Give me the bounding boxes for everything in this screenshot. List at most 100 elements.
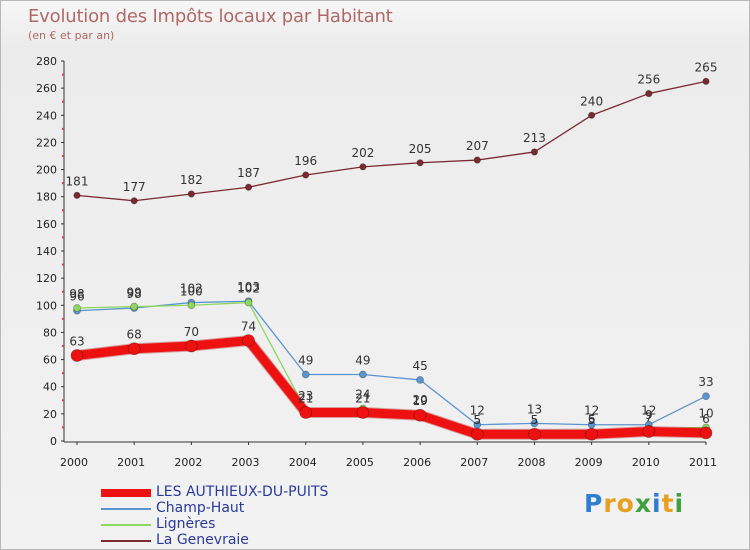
- data-label: 181: [66, 174, 89, 188]
- x-tick-label: 2000: [60, 456, 88, 469]
- x-tick-label: 2002: [174, 456, 202, 469]
- y-tick-label: 60: [43, 354, 57, 367]
- y-minor-tick: [62, 73, 64, 76]
- legend-swatch: [101, 508, 151, 510]
- logo-letter: r: [603, 489, 617, 518]
- data-label: 98: [69, 287, 84, 301]
- y-tick-label: 200: [36, 164, 57, 177]
- data-label: 6: [702, 412, 710, 426]
- data-label: 202: [351, 146, 374, 160]
- legend-label: Champ-Haut: [156, 500, 245, 516]
- data-label: 12: [470, 404, 485, 418]
- legend-swatch: [101, 540, 151, 542]
- data-label: 19: [412, 394, 427, 408]
- proxiti-logo: Proxiti: [584, 489, 684, 518]
- data-label: 49: [298, 354, 313, 368]
- data-point: [699, 426, 713, 440]
- y-tick-label: 260: [36, 82, 57, 95]
- logo-letter: P: [584, 489, 604, 518]
- y-minor-tick: [62, 100, 64, 103]
- data-label: 5: [588, 413, 596, 427]
- data-label: 74: [241, 320, 256, 334]
- data-label: 196: [294, 154, 317, 168]
- legend-swatch: [101, 489, 151, 497]
- series-line-shadow: [71, 335, 712, 440]
- data-point: [702, 392, 710, 401]
- y-minor-tick: [62, 155, 64, 157]
- data-label: 96: [69, 290, 84, 304]
- logo-letter: t: [661, 489, 675, 518]
- data-label: 213: [523, 131, 546, 145]
- data-label: 265: [695, 60, 718, 74]
- logo-letter: i: [674, 489, 685, 518]
- data-point: [244, 183, 253, 191]
- y-tick-label: 0: [50, 435, 57, 448]
- data-label: 21: [298, 392, 313, 406]
- y-minor-tick: [62, 345, 64, 347]
- data-label: 177: [123, 180, 146, 194]
- y-minor-tick: [62, 426, 64, 429]
- data-label: 5: [473, 413, 481, 427]
- data-point: [588, 111, 596, 119]
- data-point: [185, 339, 198, 353]
- data-label: 256: [637, 73, 660, 87]
- data-point: [187, 301, 196, 310]
- data-label: 102: [237, 282, 260, 296]
- data-label: 45: [412, 359, 427, 373]
- x-tick-label: 2001: [117, 456, 145, 469]
- data-label: 7: [645, 411, 653, 425]
- data-label: 33: [698, 375, 713, 389]
- data-point: [301, 370, 310, 379]
- y-minor-tick: [62, 236, 64, 239]
- data-point: [585, 427, 598, 441]
- x-tick-label: 2003: [232, 456, 260, 469]
- series-line: [76, 300, 707, 426]
- y-tick-label: 20: [43, 408, 57, 421]
- logo-letter: o: [616, 489, 635, 518]
- logo-letter: i: [652, 489, 662, 518]
- y-tick-label: 40: [43, 381, 57, 394]
- data-label: 103: [237, 280, 260, 294]
- y-minor-tick: [62, 290, 64, 293]
- data-label: 13: [527, 402, 542, 416]
- data-point: [127, 342, 141, 356]
- data-label: 68: [127, 328, 142, 342]
- data-point: [299, 406, 313, 419]
- data-label: 205: [409, 142, 432, 156]
- data-label: 70: [184, 325, 199, 339]
- x-tick-label: 2005: [346, 456, 374, 469]
- data-point: [645, 90, 653, 98]
- data-point: [528, 427, 541, 441]
- data-label: 5: [473, 413, 481, 427]
- y-tick-label: 220: [36, 136, 57, 149]
- data-label: 10: [698, 406, 713, 420]
- x-tick-label: 2008: [517, 456, 545, 469]
- data-label: 99: [127, 286, 142, 300]
- series-line: [72, 336, 711, 439]
- y-minor-tick: [62, 372, 64, 375]
- y-tick-label: 240: [36, 109, 57, 122]
- x-tick-label: 2007: [460, 456, 488, 469]
- data-label: 5: [531, 413, 539, 427]
- legend-swatch: [101, 524, 151, 526]
- series-group: [70, 77, 713, 441]
- data-label: 102: [180, 282, 203, 296]
- data-point: [416, 159, 424, 167]
- series-line: [76, 80, 707, 202]
- y-minor-tick: [62, 182, 64, 185]
- data-label: 12: [641, 404, 656, 418]
- legend-label: LES AUTHIEUX-DU-PUITS: [156, 484, 329, 500]
- data-point: [359, 370, 367, 379]
- y-tick-label: 140: [36, 245, 57, 258]
- data-label: 24: [355, 387, 370, 401]
- x-tick-label: 2009: [575, 456, 603, 469]
- chart-title: Evolution des Impôts locaux par Habitant: [28, 6, 393, 27]
- data-label: 5: [531, 413, 539, 427]
- data-point: [242, 334, 255, 347]
- data-label: 23: [298, 389, 313, 403]
- data-label: 6: [588, 412, 596, 426]
- x-tick-label: 2011: [689, 456, 717, 469]
- y-minor-tick: [62, 399, 64, 402]
